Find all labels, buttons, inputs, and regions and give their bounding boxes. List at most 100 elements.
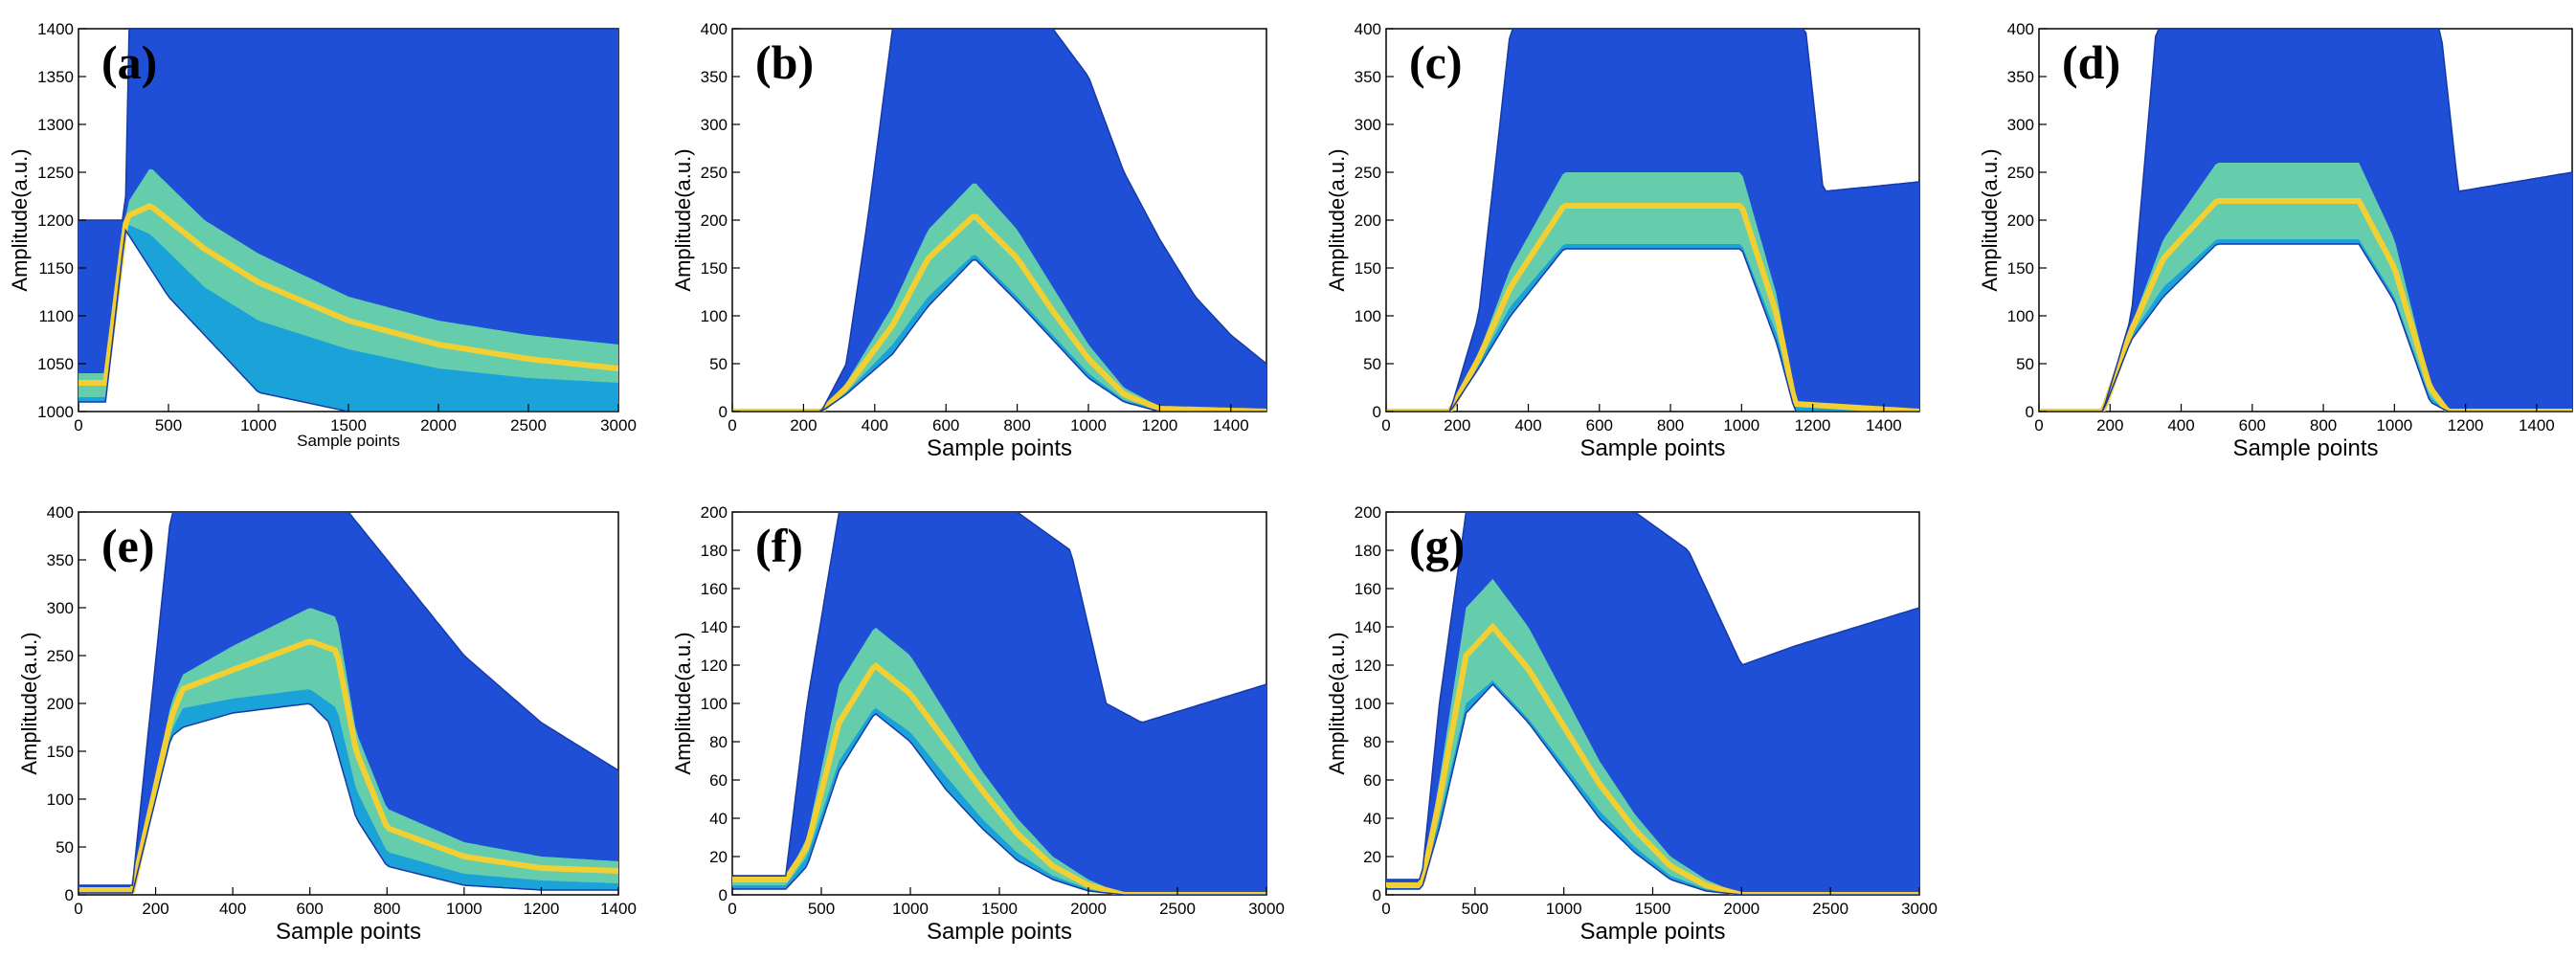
y-tick-label: 0 bbox=[1373, 886, 1381, 904]
pulse-band-inner bbox=[2039, 163, 2572, 412]
x-tick-label: 1200 bbox=[2448, 416, 2484, 434]
y-tick-label: 140 bbox=[701, 618, 728, 636]
x-tick-label: 200 bbox=[790, 416, 817, 434]
panel-c: 0 200 400 600 800 1000 1200 1400 0 50 100 150 200 250… bbox=[1325, 20, 1920, 461]
upper-envelope-trace bbox=[732, 512, 1266, 877]
y-tick-label: 0 bbox=[719, 886, 728, 904]
y-tick-label: 120 bbox=[701, 657, 728, 675]
x-tick-label: 1000 bbox=[892, 900, 929, 918]
x-tick-label: 3000 bbox=[1901, 900, 1938, 918]
x-tick-label: 600 bbox=[297, 900, 324, 918]
y-tick-label: 40 bbox=[1363, 810, 1381, 828]
upper-envelope-trace bbox=[78, 512, 618, 886]
y-tick-label: 200 bbox=[1355, 212, 1381, 230]
pulse-band-inner bbox=[732, 183, 1266, 412]
x-tick-label: 200 bbox=[2096, 416, 2123, 434]
y-axis-title: Amplitude(a.u.) bbox=[671, 632, 695, 774]
x-axis-title: Sample points bbox=[1579, 435, 1725, 461]
x-tick-label: 800 bbox=[2310, 416, 2337, 434]
lower-envelope-trace bbox=[1386, 248, 1919, 412]
y-tick-label: 1250 bbox=[37, 164, 74, 182]
y-tick-label: 80 bbox=[709, 733, 728, 751]
y-tick-label: 180 bbox=[701, 542, 728, 560]
y-tick-label: 200 bbox=[701, 212, 728, 230]
y-tick-label: 50 bbox=[2016, 355, 2034, 373]
x-tick-label: 600 bbox=[2239, 416, 2266, 434]
y-tick-label: 1400 bbox=[37, 20, 74, 38]
panel-label: (e) bbox=[101, 519, 155, 572]
lower-envelope-trace bbox=[2039, 243, 2572, 412]
y-tick-label: 100 bbox=[1355, 695, 1381, 713]
x-tick-label: 0 bbox=[74, 416, 82, 434]
panel-label: (g) bbox=[1409, 519, 1465, 572]
x-tick-label: 1000 bbox=[1723, 416, 1759, 434]
y-tick-label: 1100 bbox=[38, 307, 74, 325]
y-tick-label: 350 bbox=[2007, 68, 2034, 86]
panel-f: 0 500 1000 1500 2000 2500 3000 0 20 40 60 80 100 120 1… bbox=[671, 503, 1285, 945]
pulse-envelope bbox=[1386, 512, 1919, 895]
upper-envelope-trace bbox=[1386, 29, 1919, 412]
x-tick-label: 1500 bbox=[1635, 900, 1671, 918]
x-axis-title: Sample points bbox=[297, 432, 400, 450]
y-tick-label: 350 bbox=[47, 551, 74, 569]
x-tick-label: 1500 bbox=[981, 900, 1018, 918]
y-tick-label: 120 bbox=[1355, 657, 1381, 675]
x-axis-title: Sample points bbox=[927, 919, 1072, 945]
x-tick-label: 200 bbox=[1444, 416, 1470, 434]
lower-envelope-trace bbox=[732, 258, 1266, 412]
y-tick-label: 300 bbox=[47, 599, 74, 617]
x-axis-title: Sample points bbox=[2232, 435, 2378, 461]
x-tick-label: 2500 bbox=[1159, 900, 1196, 918]
y-tick-label: 300 bbox=[701, 116, 728, 134]
x-tick-label: 3000 bbox=[600, 416, 637, 434]
panel-g: 0 500 1000 1500 2000 2500 3000 0 20 40 60 80 100 120 1… bbox=[1325, 503, 1938, 945]
y-tick-label: 160 bbox=[701, 580, 728, 598]
y-tick-label: 40 bbox=[709, 810, 728, 828]
pulse-band-inner bbox=[78, 168, 618, 397]
x-axis-title: Sample points bbox=[927, 435, 1072, 461]
y-tick-label: 300 bbox=[1355, 116, 1381, 134]
y-tick-label: 400 bbox=[1355, 20, 1381, 38]
y-tick-label: 60 bbox=[1363, 771, 1381, 790]
x-tick-label: 200 bbox=[142, 900, 168, 918]
pulse-core-trace bbox=[1386, 622, 1919, 895]
y-tick-label: 0 bbox=[719, 403, 728, 421]
panel-e: 0 200 400 600 800 1000 1200 1400 0 50 100 150 200 250… bbox=[17, 503, 637, 945]
x-tick-label: 400 bbox=[862, 416, 888, 434]
upper-envelope-trace bbox=[732, 29, 1266, 412]
y-tick-label: 150 bbox=[701, 259, 728, 278]
y-tick-label: 100 bbox=[701, 307, 728, 325]
y-tick-label: 60 bbox=[709, 771, 728, 790]
y-tick-label: 50 bbox=[1363, 355, 1381, 373]
y-tick-label: 250 bbox=[47, 647, 74, 665]
x-tick-label: 1400 bbox=[2519, 416, 2555, 434]
y-tick-label: 1000 bbox=[37, 403, 74, 421]
y-tick-label: 140 bbox=[1355, 618, 1381, 636]
y-tick-label: 100 bbox=[2007, 307, 2034, 325]
y-tick-label: 20 bbox=[1363, 848, 1381, 866]
pulse-envelope bbox=[732, 512, 1266, 895]
y-tick-label: 400 bbox=[47, 503, 74, 522]
x-tick-label: 1000 bbox=[1070, 416, 1107, 434]
lower-envelope-trace bbox=[78, 228, 618, 412]
y-tick-label: 1300 bbox=[37, 116, 74, 134]
panel-label: (c) bbox=[1409, 35, 1463, 89]
y-tick-label: 0 bbox=[1373, 403, 1381, 421]
y-tick-label: 250 bbox=[701, 164, 728, 182]
x-axis-title: Sample points bbox=[1579, 919, 1725, 945]
x-tick-label: 1000 bbox=[1546, 900, 1582, 918]
y-tick-label: 200 bbox=[47, 695, 74, 713]
x-tick-label: 0 bbox=[74, 900, 82, 918]
y-axis-title: Amplitude(a.u.) bbox=[17, 632, 41, 774]
y-tick-label: 350 bbox=[1355, 68, 1381, 86]
y-tick-label: 0 bbox=[2026, 403, 2034, 421]
x-tick-label: 400 bbox=[1514, 416, 1541, 434]
y-tick-label: 1050 bbox=[37, 355, 74, 373]
y-tick-label: 150 bbox=[1355, 259, 1381, 278]
y-tick-label: 150 bbox=[47, 743, 74, 761]
y-tick-label: 20 bbox=[709, 848, 728, 866]
panel-a: 0 500 1000 1500 2000 2500 3000 1000 1050 1100 1150… bbox=[8, 20, 637, 450]
x-tick-label: 1200 bbox=[1795, 416, 1831, 434]
y-tick-label: 50 bbox=[56, 838, 74, 857]
